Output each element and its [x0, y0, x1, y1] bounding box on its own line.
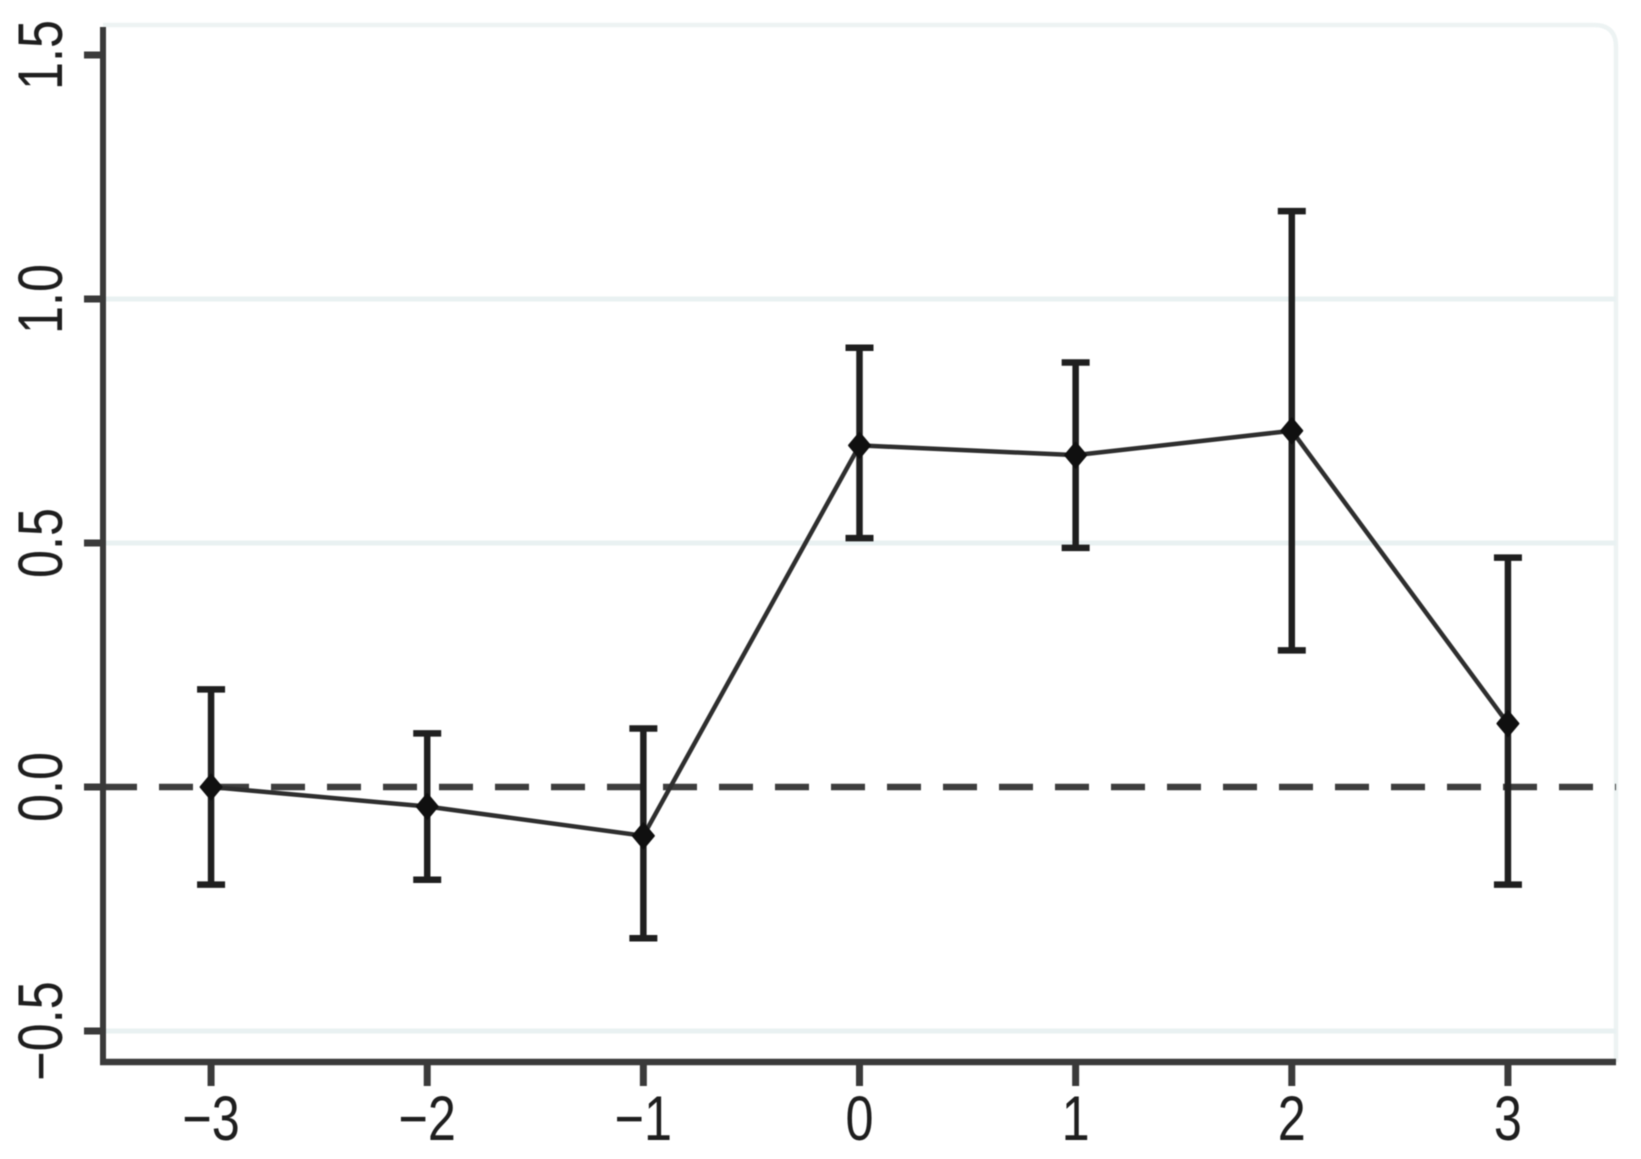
y-tick-label: 1.5 [6, 20, 77, 90]
x-tick-label: 2 [1278, 1084, 1306, 1155]
x-tick-label: −3 [182, 1084, 239, 1155]
y-tick-label: 0.0 [6, 752, 77, 822]
data-point-marker [631, 822, 655, 850]
data-point-marker [415, 793, 439, 821]
x-tick-label: −2 [398, 1084, 455, 1155]
panel-border [103, 22, 1619, 1062]
x-tick-label: 0 [845, 1084, 873, 1155]
data-point-marker [1064, 441, 1088, 469]
data-point-marker [848, 431, 871, 459]
x-tick-label: −1 [615, 1084, 672, 1155]
y-tick-label: 1.0 [6, 264, 77, 334]
x-tick-label: 1 [1062, 1084, 1090, 1155]
data-point-marker [199, 773, 223, 801]
y-tick-label: −0.5 [6, 981, 77, 1080]
data-point-marker [1280, 417, 1304, 445]
data-point-marker [1496, 710, 1520, 738]
y-tick-label: 0.5 [6, 508, 77, 578]
x-tick-label: 3 [1494, 1084, 1522, 1155]
